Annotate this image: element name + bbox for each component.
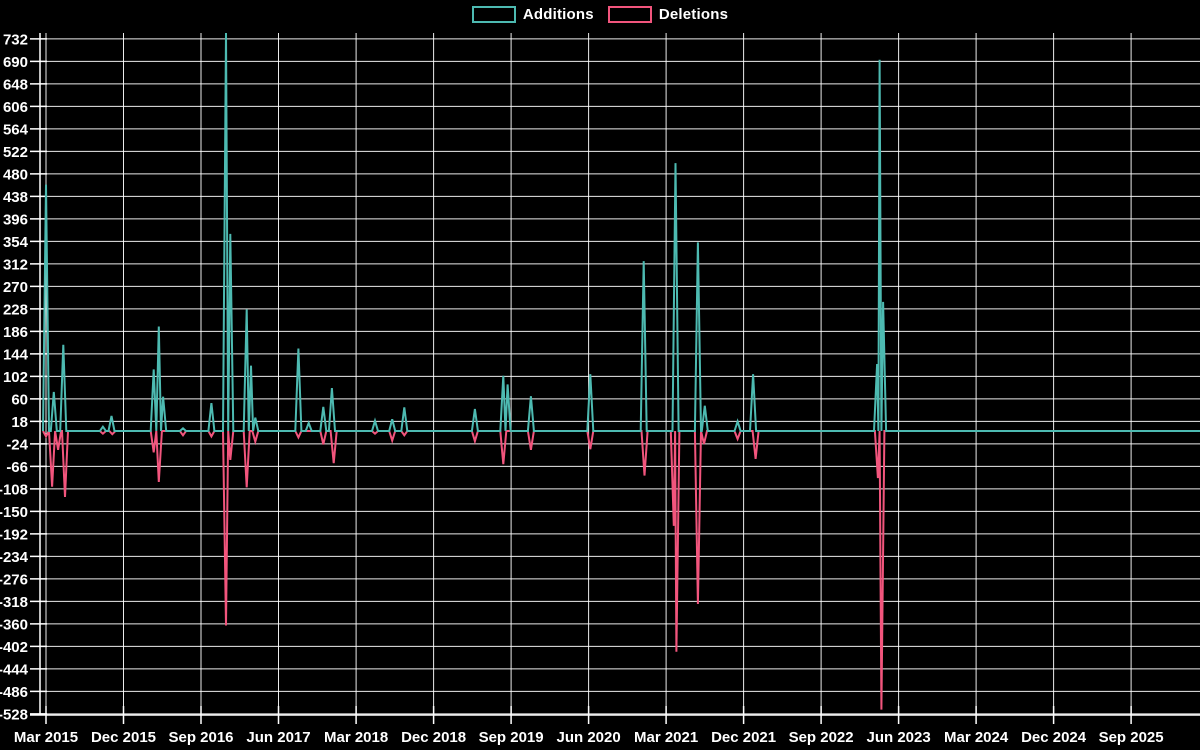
y-tick-label: 606: [3, 99, 28, 116]
x-tick-label: Sep 2016: [168, 729, 233, 746]
y-tick-label: 270: [3, 279, 28, 296]
y-tick-label: -150: [0, 504, 28, 521]
x-tick-label: Mar 2021: [634, 729, 698, 746]
x-tick-label: Dec 2024: [1021, 729, 1087, 746]
additions-line: [42, 33, 1200, 432]
y-axis-labels: 732 690 648 606 564 522 480 438 396 354 312 270 228 1…: [0, 31, 29, 723]
y-tick-label: 648: [3, 76, 28, 93]
y-tick-label: 564: [3, 121, 29, 138]
y-tick-label: 396: [3, 211, 28, 228]
y-tick-label: -234: [0, 549, 29, 566]
tick-marks: [30, 38, 1132, 724]
x-tick-label: Mar 2024: [944, 729, 1009, 746]
y-tick-label: 186: [3, 324, 28, 341]
y-tick-label: -402: [0, 639, 28, 656]
y-tick-label: -66: [6, 459, 28, 476]
y-tick-label: 60: [11, 391, 28, 408]
y-tick-label: 354: [3, 234, 29, 251]
y-tick-label: 18: [11, 414, 28, 431]
x-tick-label: Sep 2025: [1099, 729, 1164, 746]
grid: [40, 33, 1200, 715]
y-tick-label: 480: [3, 166, 28, 183]
y-tick-label: 312: [3, 256, 28, 273]
x-tick-label: Dec 2018: [401, 729, 466, 746]
y-tick-label: 732: [3, 31, 28, 48]
y-tick-label: -486: [0, 684, 28, 701]
deletions-swatch: [607, 6, 652, 23]
y-tick-label: -276: [0, 571, 28, 588]
legend-item-additions[interactable]: Additions: [471, 6, 594, 23]
legend-label-deletions: Deletions: [658, 6, 729, 23]
y-tick-label: 228: [3, 301, 28, 318]
y-tick-label: -444: [0, 661, 29, 678]
y-tick-label: -318: [0, 594, 28, 611]
y-tick-label: -528: [0, 706, 28, 723]
y-tick-label: 144: [3, 346, 29, 363]
y-tick-label: -24: [6, 436, 28, 453]
legend-label-additions: Additions: [522, 6, 594, 23]
y-tick-label: -108: [0, 481, 28, 498]
x-tick-label: Jun 2017: [246, 729, 310, 746]
series-group: [42, 33, 1200, 710]
x-tick-label: Sep 2022: [789, 729, 854, 746]
y-tick-label: 102: [3, 369, 28, 386]
y-tick-label: -360: [0, 616, 28, 633]
x-tick-label: Jun 2020: [556, 729, 620, 746]
axes: [30, 33, 1200, 716]
legend: Additions Deletions: [0, 6, 1200, 23]
x-tick-label: Dec 2015: [91, 729, 156, 746]
legend-item-deletions[interactable]: Deletions: [607, 6, 729, 23]
y-tick-label: 522: [3, 144, 28, 161]
y-tick-label: -192: [0, 526, 28, 543]
x-axis-labels: Mar 2015 Dec 2015 Sep 2016 Jun 2017 Mar 2018…: [14, 729, 1164, 746]
x-tick-label: Mar 2015: [14, 729, 78, 746]
x-tick-label: Sep 2019: [479, 729, 544, 746]
x-tick-label: Jun 2023: [866, 729, 930, 746]
x-tick-label: Dec 2021: [711, 729, 776, 746]
y-tick-label: 438: [3, 189, 28, 206]
deletions-line: [42, 427, 1200, 710]
additions-swatch: [471, 6, 516, 23]
x-tick-label: Mar 2018: [324, 729, 388, 746]
y-tick-label: 690: [3, 54, 28, 71]
